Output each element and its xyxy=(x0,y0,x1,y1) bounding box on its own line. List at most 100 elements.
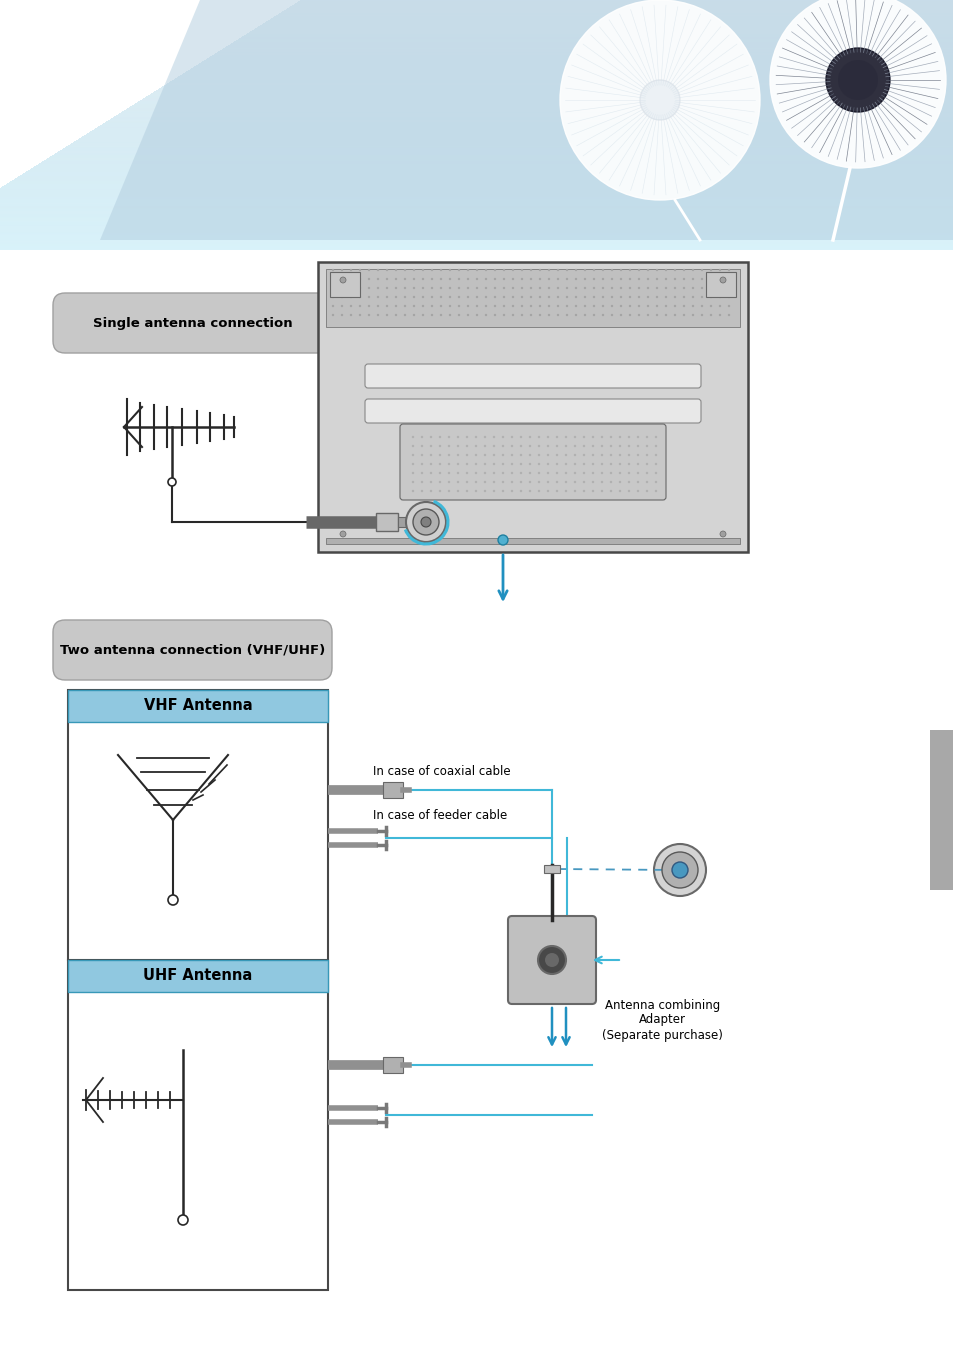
Circle shape xyxy=(618,472,620,474)
Circle shape xyxy=(421,287,424,290)
Circle shape xyxy=(501,435,504,438)
Circle shape xyxy=(557,278,558,280)
Circle shape xyxy=(557,295,558,298)
Circle shape xyxy=(654,454,657,456)
Circle shape xyxy=(628,287,631,290)
Circle shape xyxy=(628,295,631,298)
Circle shape xyxy=(646,295,649,298)
Circle shape xyxy=(682,314,684,317)
Circle shape xyxy=(501,472,504,474)
Circle shape xyxy=(718,287,720,290)
Circle shape xyxy=(483,435,486,438)
Circle shape xyxy=(483,481,486,483)
Circle shape xyxy=(494,268,496,271)
Circle shape xyxy=(430,454,432,456)
Circle shape xyxy=(557,314,558,317)
Circle shape xyxy=(493,445,495,448)
Circle shape xyxy=(439,305,442,307)
Circle shape xyxy=(591,481,594,483)
Circle shape xyxy=(654,844,705,896)
Circle shape xyxy=(556,472,558,474)
Circle shape xyxy=(519,462,521,465)
Circle shape xyxy=(592,287,595,290)
Circle shape xyxy=(637,454,639,456)
Circle shape xyxy=(457,268,459,271)
Circle shape xyxy=(557,305,558,307)
Circle shape xyxy=(528,489,531,492)
Circle shape xyxy=(456,435,458,438)
Circle shape xyxy=(609,445,612,448)
Circle shape xyxy=(476,305,477,307)
Circle shape xyxy=(475,445,476,448)
Circle shape xyxy=(439,314,442,317)
Circle shape xyxy=(502,287,505,290)
Circle shape xyxy=(403,295,406,298)
Circle shape xyxy=(564,462,567,465)
Circle shape xyxy=(403,268,406,271)
Circle shape xyxy=(638,305,639,307)
Circle shape xyxy=(510,489,513,492)
FancyBboxPatch shape xyxy=(507,917,596,1004)
Circle shape xyxy=(628,268,631,271)
Circle shape xyxy=(420,435,423,438)
Circle shape xyxy=(412,445,414,448)
Circle shape xyxy=(610,268,613,271)
Circle shape xyxy=(465,445,468,448)
Circle shape xyxy=(502,314,505,317)
Circle shape xyxy=(537,489,539,492)
Circle shape xyxy=(510,445,513,448)
Circle shape xyxy=(448,268,451,271)
Circle shape xyxy=(368,278,370,280)
Circle shape xyxy=(447,435,450,438)
Circle shape xyxy=(727,305,729,307)
Circle shape xyxy=(546,435,549,438)
Circle shape xyxy=(520,287,522,290)
Circle shape xyxy=(465,489,468,492)
Circle shape xyxy=(447,462,450,465)
Circle shape xyxy=(494,295,496,298)
Text: Antenna combining
Adapter
(Separate purchase): Antenna combining Adapter (Separate purc… xyxy=(601,999,722,1042)
Circle shape xyxy=(645,445,647,448)
Circle shape xyxy=(476,278,477,280)
Circle shape xyxy=(537,454,539,456)
Circle shape xyxy=(682,287,684,290)
Circle shape xyxy=(547,287,550,290)
Circle shape xyxy=(439,268,442,271)
Circle shape xyxy=(350,268,352,271)
Circle shape xyxy=(720,276,725,283)
Circle shape xyxy=(376,268,378,271)
Circle shape xyxy=(438,445,440,448)
Circle shape xyxy=(358,295,361,298)
Circle shape xyxy=(466,295,469,298)
Circle shape xyxy=(476,314,477,317)
Circle shape xyxy=(609,489,612,492)
Circle shape xyxy=(519,472,521,474)
Circle shape xyxy=(627,445,630,448)
Circle shape xyxy=(583,295,585,298)
Circle shape xyxy=(456,454,458,456)
Circle shape xyxy=(528,435,531,438)
Circle shape xyxy=(654,472,657,474)
Circle shape xyxy=(700,295,702,298)
Circle shape xyxy=(700,268,702,271)
Circle shape xyxy=(583,305,585,307)
Circle shape xyxy=(438,481,440,483)
Circle shape xyxy=(420,481,423,483)
Circle shape xyxy=(430,489,432,492)
Circle shape xyxy=(412,481,414,483)
Circle shape xyxy=(484,305,487,307)
Circle shape xyxy=(448,287,451,290)
Circle shape xyxy=(431,314,433,317)
Circle shape xyxy=(610,287,613,290)
Circle shape xyxy=(582,489,584,492)
Circle shape xyxy=(178,1215,188,1225)
Circle shape xyxy=(456,489,458,492)
Circle shape xyxy=(691,305,694,307)
Circle shape xyxy=(645,472,647,474)
Circle shape xyxy=(709,305,712,307)
Circle shape xyxy=(600,435,602,438)
Circle shape xyxy=(484,268,487,271)
Circle shape xyxy=(664,268,666,271)
FancyBboxPatch shape xyxy=(705,272,735,297)
Text: Single antenna connection: Single antenna connection xyxy=(92,317,292,329)
